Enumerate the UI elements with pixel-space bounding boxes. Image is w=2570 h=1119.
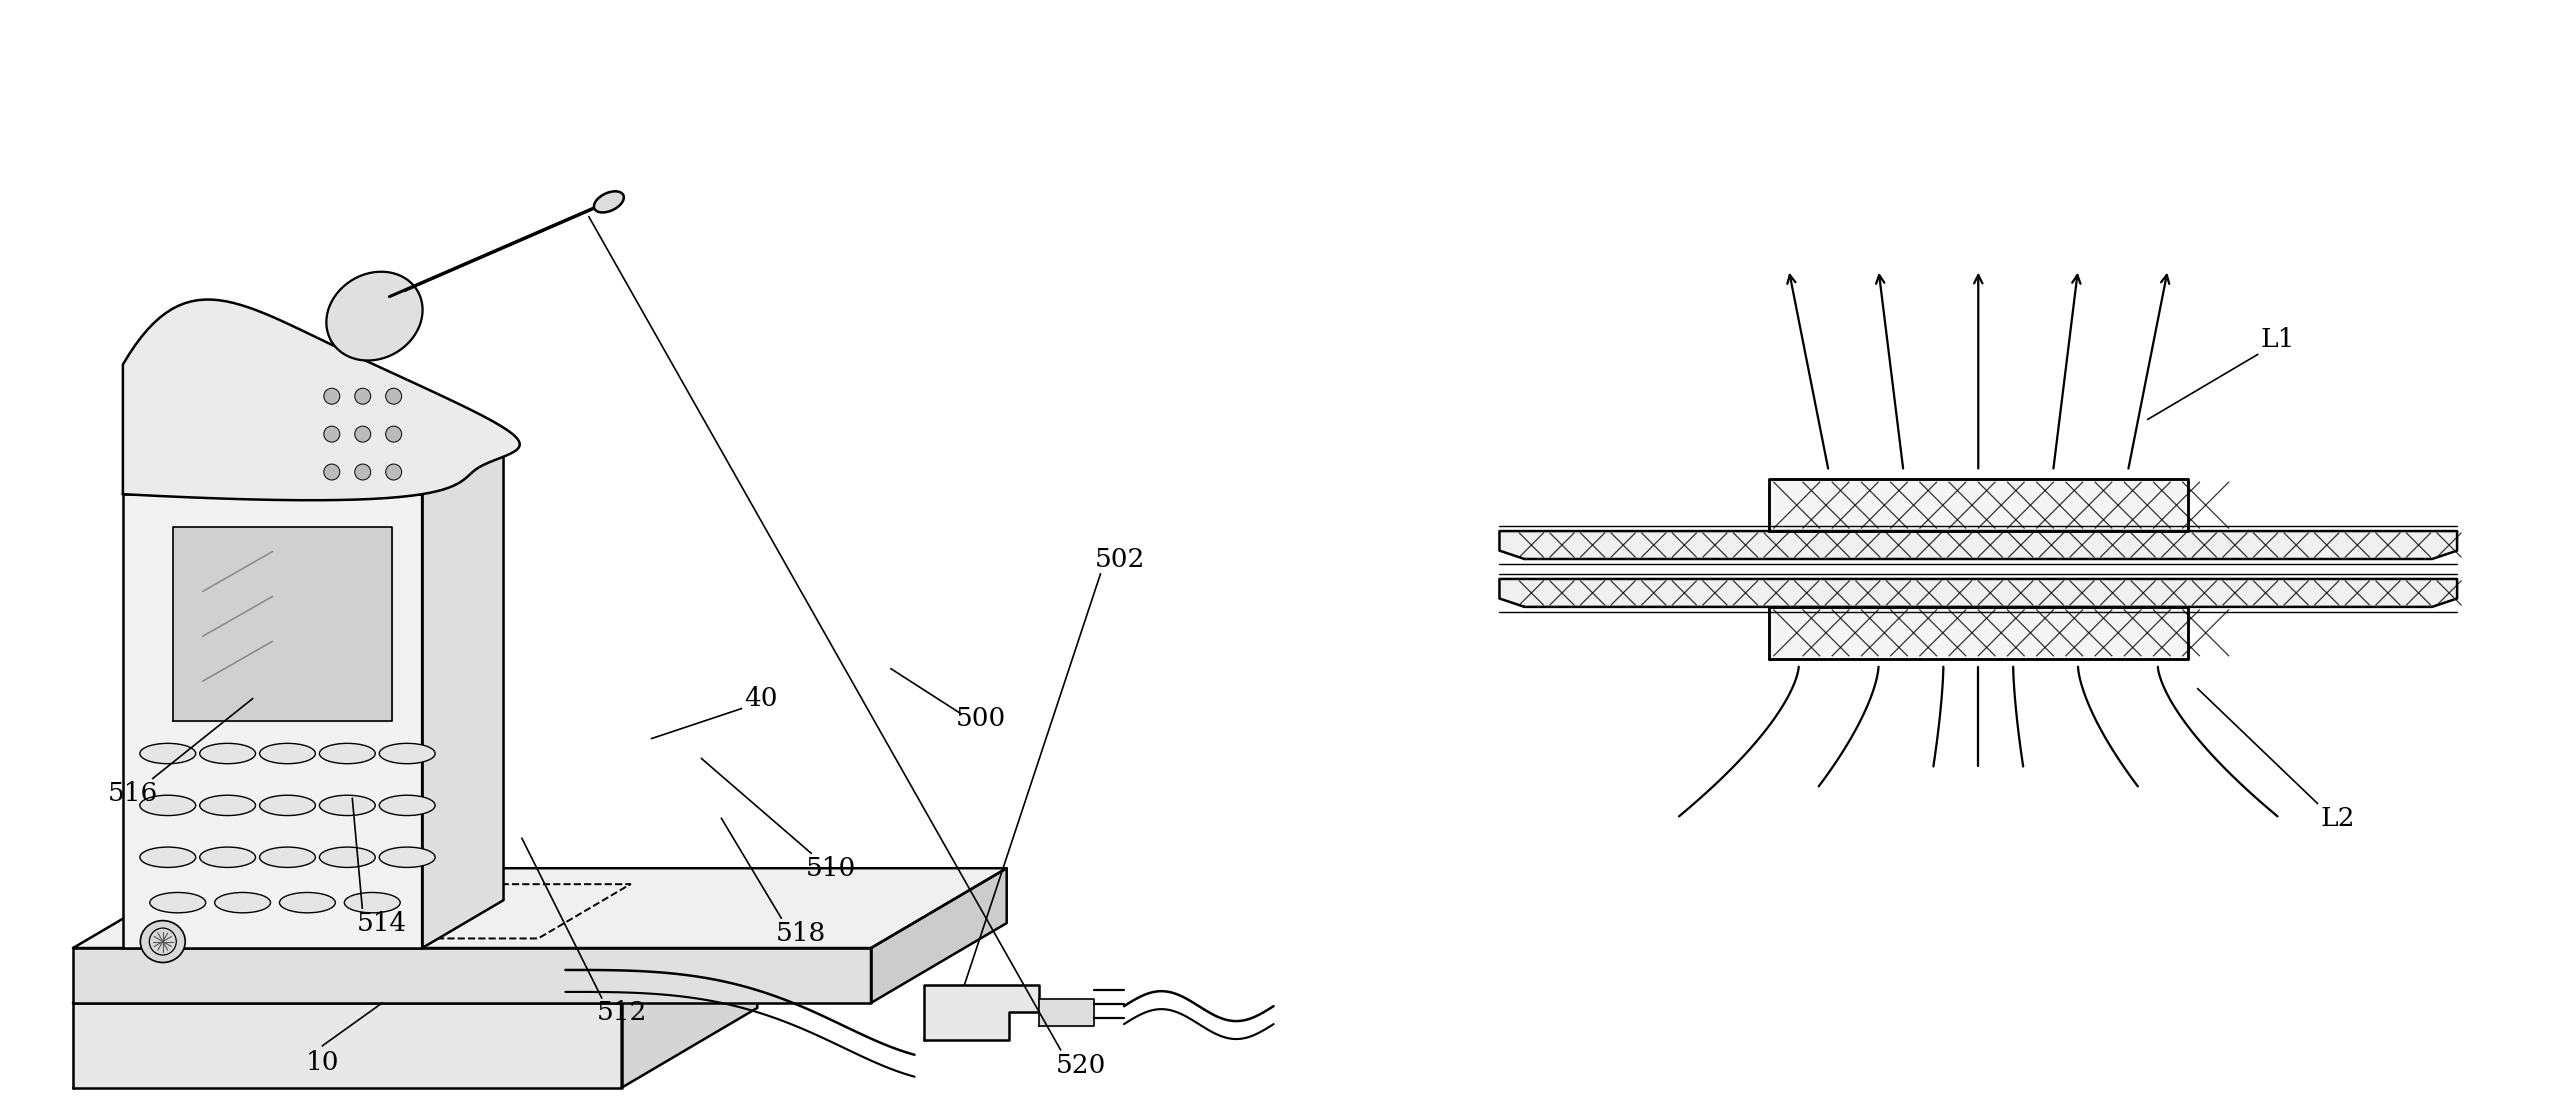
- Circle shape: [324, 464, 339, 480]
- Ellipse shape: [594, 191, 625, 213]
- Circle shape: [355, 464, 370, 480]
- Polygon shape: [123, 495, 421, 948]
- Ellipse shape: [380, 743, 434, 763]
- Text: 512: 512: [596, 1000, 648, 1025]
- Polygon shape: [1498, 579, 2457, 606]
- Text: L1: L1: [2262, 327, 2295, 352]
- Ellipse shape: [216, 893, 270, 913]
- Polygon shape: [871, 868, 1007, 1003]
- Polygon shape: [172, 527, 393, 721]
- Ellipse shape: [260, 796, 316, 816]
- Ellipse shape: [139, 796, 195, 816]
- Circle shape: [355, 426, 370, 442]
- Polygon shape: [72, 868, 1007, 948]
- Ellipse shape: [380, 847, 434, 867]
- Polygon shape: [72, 923, 758, 1003]
- Circle shape: [324, 426, 339, 442]
- Polygon shape: [72, 948, 871, 1003]
- Text: 500: 500: [956, 706, 1005, 731]
- Polygon shape: [622, 923, 758, 1088]
- Ellipse shape: [319, 743, 375, 763]
- Polygon shape: [925, 985, 1038, 1040]
- Text: 10: 10: [306, 1051, 339, 1075]
- Ellipse shape: [319, 796, 375, 816]
- Polygon shape: [421, 446, 504, 948]
- Ellipse shape: [200, 847, 254, 867]
- Text: 520: 520: [1056, 1053, 1105, 1079]
- Ellipse shape: [260, 743, 316, 763]
- Ellipse shape: [344, 893, 401, 913]
- Text: 40: 40: [745, 686, 779, 712]
- Ellipse shape: [280, 893, 334, 913]
- Text: L2: L2: [2321, 806, 2354, 830]
- Circle shape: [355, 388, 370, 404]
- Ellipse shape: [139, 743, 195, 763]
- Polygon shape: [1498, 532, 2457, 560]
- Ellipse shape: [200, 796, 254, 816]
- Circle shape: [386, 464, 401, 480]
- Ellipse shape: [139, 847, 195, 867]
- Ellipse shape: [200, 743, 254, 763]
- Polygon shape: [1038, 998, 1095, 1026]
- Text: 514: 514: [357, 911, 409, 935]
- Polygon shape: [123, 446, 504, 495]
- Ellipse shape: [380, 796, 434, 816]
- Ellipse shape: [319, 847, 375, 867]
- Circle shape: [386, 426, 401, 442]
- Text: 510: 510: [807, 856, 856, 881]
- Ellipse shape: [141, 921, 185, 962]
- Polygon shape: [123, 300, 519, 500]
- Text: 516: 516: [108, 781, 157, 806]
- Polygon shape: [1768, 479, 2187, 532]
- Circle shape: [386, 388, 401, 404]
- Text: 518: 518: [776, 921, 828, 946]
- Text: 502: 502: [1095, 546, 1146, 572]
- Polygon shape: [72, 1003, 622, 1088]
- Ellipse shape: [149, 893, 206, 913]
- Polygon shape: [1768, 606, 2187, 659]
- Circle shape: [324, 388, 339, 404]
- Ellipse shape: [260, 847, 316, 867]
- Ellipse shape: [326, 272, 421, 360]
